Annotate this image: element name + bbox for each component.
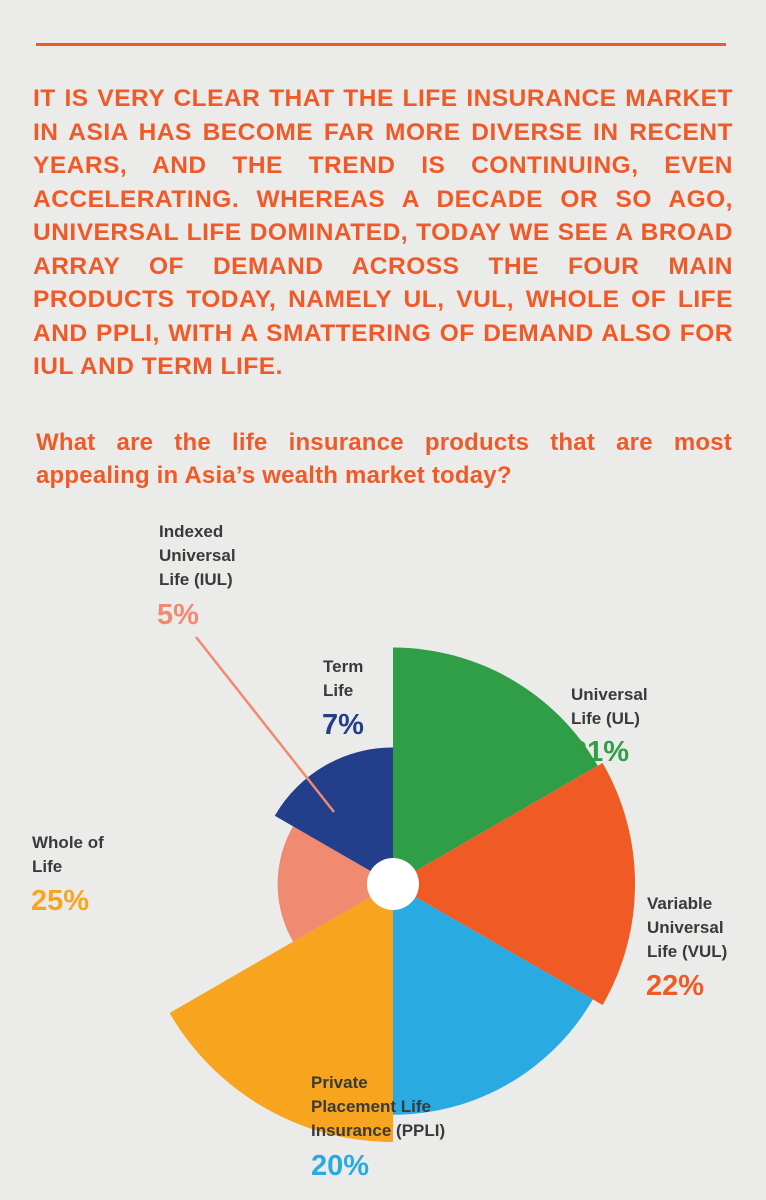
top-rule xyxy=(36,43,726,46)
value-term-life: 7% xyxy=(322,709,364,741)
headline-text: IT IS VERY CLEAR THAT THE LIFE INSURANCE… xyxy=(33,85,733,380)
label-vul: Variable Universal Life (VUL) xyxy=(647,894,728,961)
chart-center-hole xyxy=(367,858,419,910)
label-whole-of-life: Whole of Life xyxy=(32,833,104,876)
value-ppli: 20% xyxy=(311,1150,370,1182)
slice-whole-of-life xyxy=(169,884,393,1142)
slice-ul xyxy=(393,647,598,884)
label-ppli: Private Placement Life Insurance (PPLI) xyxy=(311,1073,446,1140)
label-iul: Indexed Universal Life (IUL) xyxy=(159,522,236,589)
slice-iul xyxy=(277,826,393,942)
value-whole-of-life: 25% xyxy=(31,885,90,917)
chart-question: What are the life insurance products tha… xyxy=(36,429,732,489)
value-ul: 21% xyxy=(571,736,630,768)
value-vul: 22% xyxy=(646,970,705,1002)
label-ul: Universal Life (UL) xyxy=(571,685,648,728)
leader-line-iul xyxy=(195,636,335,813)
slice-term-life xyxy=(274,747,393,884)
label-term-life: Term Life xyxy=(323,657,364,700)
value-iul: 5% xyxy=(157,599,199,631)
slice-ppli xyxy=(393,884,593,1115)
slice-vul xyxy=(393,762,636,1006)
